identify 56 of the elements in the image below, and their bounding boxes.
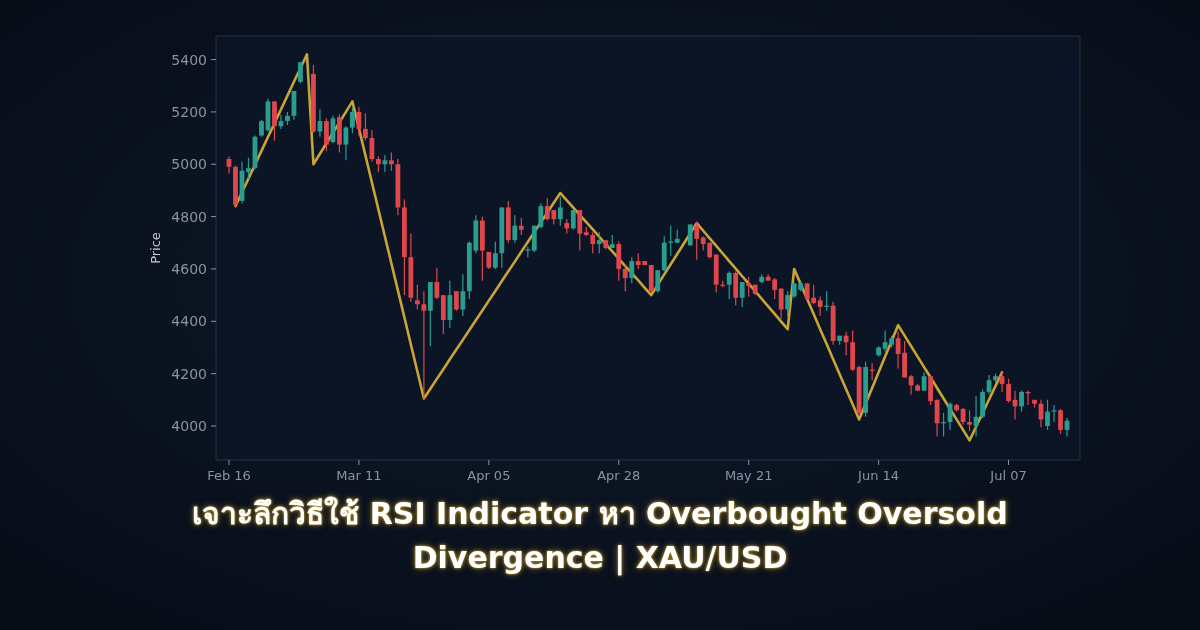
- candlestick: [785, 290, 791, 317]
- y-tick-label: 4200: [171, 365, 207, 382]
- candlestick: [817, 295, 823, 317]
- candlestick: [596, 231, 602, 254]
- y-tick-label: 5400: [171, 51, 207, 68]
- y-tick-label: 4800: [171, 208, 207, 225]
- candlestick: [1006, 378, 1011, 404]
- line-series: [234, 53, 1004, 442]
- candlestick: [350, 107, 355, 134]
- candlestick: [726, 270, 732, 300]
- text: เจาะลึกวิธีใช้ RSI Indicator หา Overbought Oversold Divergence | XAU/USD: [191, 495, 1009, 578]
- y-tick-label: 4000: [171, 417, 207, 434]
- candlestick: [629, 256, 635, 284]
- candlestick: [908, 374, 914, 396]
- candlestick: [298, 61, 303, 84]
- candlestick: [414, 284, 420, 311]
- y-axis-title: Price: [148, 232, 163, 264]
- candlestick: [694, 221, 700, 261]
- candlestick: [590, 231, 596, 254]
- y-tick-label: 5200: [171, 103, 207, 120]
- candlestick: [363, 112, 368, 142]
- x-tick-label: Jul 07: [989, 468, 1027, 483]
- x-tick-label: Apr 05: [467, 468, 511, 483]
- candlestick: [324, 117, 329, 152]
- candlestick: [1045, 399, 1050, 431]
- candlestick: [967, 409, 972, 432]
- x-tick-label: Mar 11: [336, 468, 382, 483]
- candlestick: [1019, 390, 1024, 413]
- candlestick: [577, 209, 583, 252]
- y-tick-label: 5000: [171, 156, 207, 173]
- candlestick: [746, 276, 752, 298]
- candlestick: [453, 290, 459, 312]
- candlestick: [492, 240, 498, 270]
- candlestick: [622, 264, 628, 292]
- candlestick: [1058, 408, 1063, 435]
- x-tick-label: Feb 16: [207, 468, 251, 483]
- x-tick-label: Jun 14: [857, 468, 900, 483]
- candlestick: [843, 331, 849, 356]
- candlestick: [389, 151, 394, 172]
- candlestick: [246, 157, 251, 180]
- candlestick: [778, 287, 784, 320]
- candlestick: [512, 214, 518, 244]
- candlestick: [434, 267, 440, 300]
- y-tick-label: 4600: [171, 260, 207, 277]
- candlestick: [421, 290, 427, 400]
- candlestick: [382, 154, 388, 173]
- candlestick: [739, 281, 745, 308]
- candlestick: [655, 269, 661, 294]
- x-tick-label: Apr 28: [597, 468, 641, 483]
- candlestick: [557, 196, 563, 227]
- x-tick-label: May 21: [724, 468, 773, 483]
- y-tick-label: 4400: [171, 313, 207, 330]
- candlestick: [460, 273, 466, 317]
- candlestick: [1051, 404, 1057, 423]
- candlestick: [668, 225, 674, 257]
- candlestick: [570, 209, 576, 231]
